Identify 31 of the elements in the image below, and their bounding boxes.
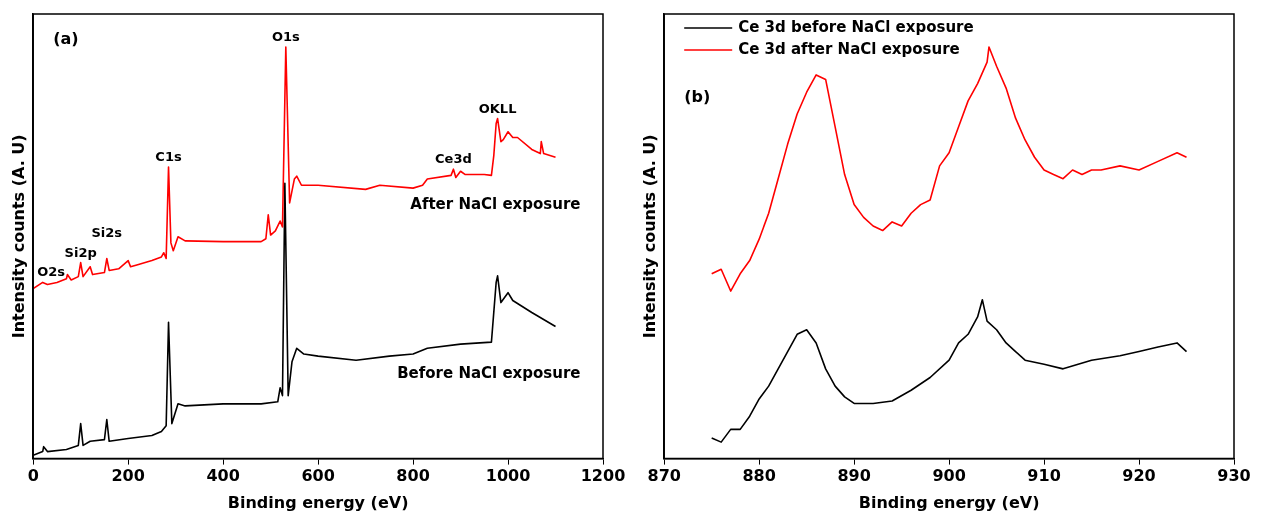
x-tick-label: 890 <box>837 466 871 486</box>
x-tick-label: 200 <box>111 466 145 486</box>
x-tick-label: 1000 <box>485 466 531 486</box>
legend-label: Ce 3d before NaCl exposure <box>738 17 974 36</box>
annotation: C1s <box>155 149 182 165</box>
annotation: O1s <box>271 28 300 44</box>
annotation: OKLL <box>478 100 517 116</box>
x-tick-label: 900 <box>932 466 966 486</box>
x-tick-label: 930 <box>1217 466 1251 486</box>
x-tick-label: 920 <box>1122 466 1156 486</box>
y-axis-title: Intensity counts (A. U) <box>639 134 659 339</box>
x-tick-label: 880 <box>742 466 776 486</box>
x-tick-label: 800 <box>396 466 430 486</box>
annotation: (a) <box>53 29 79 48</box>
x-tick-label: 910 <box>1027 466 1061 486</box>
x-tick-label: 1200 <box>580 466 626 486</box>
annotation: (b) <box>684 87 711 106</box>
x-tick-label: 600 <box>301 466 335 486</box>
x-tick-label: 400 <box>206 466 240 486</box>
x-axis-title: Binding energy (eV) <box>858 492 1040 512</box>
series-label: After NaCl exposure <box>410 195 581 214</box>
x-tick-label: 870 <box>647 466 681 486</box>
annotation: Ce3d <box>435 151 472 167</box>
x-axis-title: Binding energy (eV) <box>227 492 409 512</box>
y-axis-title: Intensity counts (A. U) <box>8 134 28 339</box>
annotation: O2s <box>37 264 66 280</box>
annotation: Si2p <box>64 244 97 260</box>
annotation: Si2s <box>91 224 123 240</box>
legend-label: Ce 3d after NaCl exposure <box>738 39 960 58</box>
series-label: Before NaCl exposure <box>397 364 581 383</box>
x-tick-label: 0 <box>27 466 39 486</box>
